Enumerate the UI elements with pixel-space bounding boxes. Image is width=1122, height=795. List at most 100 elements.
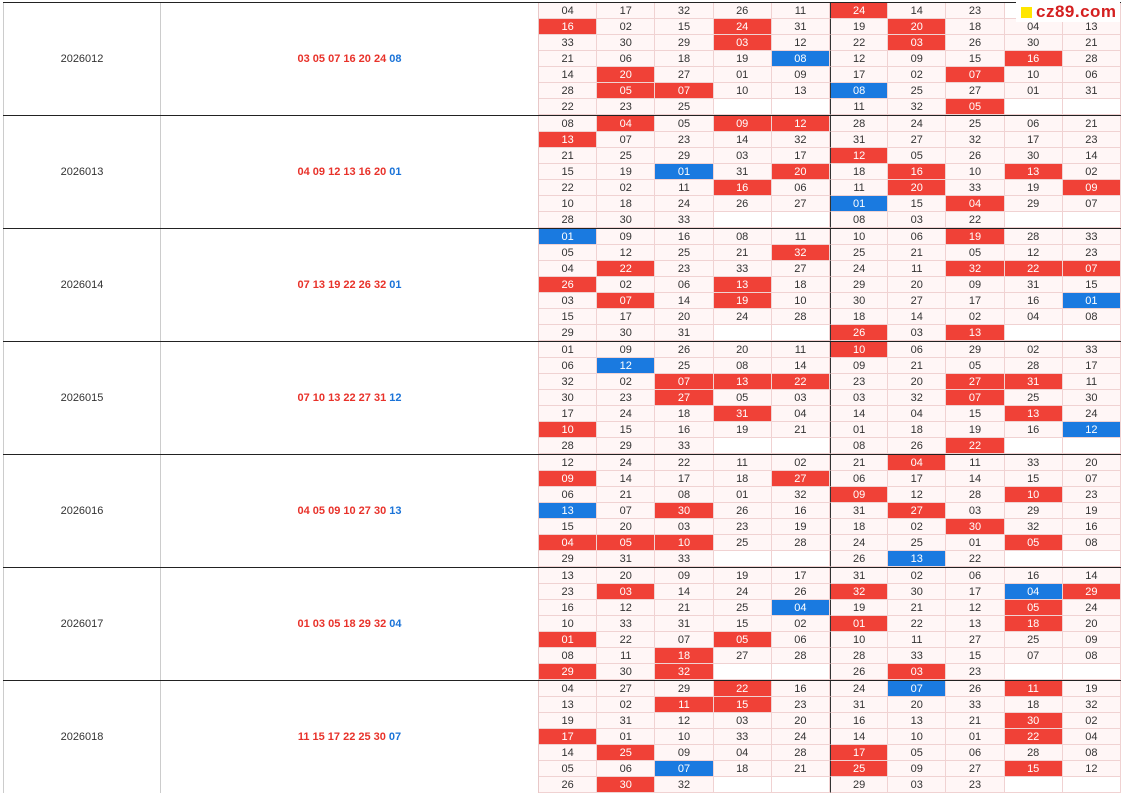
grid-cell: 04 bbox=[713, 745, 772, 761]
grid-cell: 03 bbox=[888, 325, 947, 341]
grid-cell: 08 bbox=[1062, 745, 1121, 761]
blue-ball: 07 bbox=[388, 731, 402, 743]
grid-cell: 04 bbox=[1004, 309, 1063, 325]
grid-cell: 33 bbox=[539, 35, 598, 51]
grid-cell: 18 bbox=[830, 164, 889, 180]
grid-cell: 24 bbox=[655, 196, 714, 212]
grid-cell: 25 bbox=[888, 83, 947, 99]
grid-cell: 03 bbox=[771, 390, 830, 406]
grid-cell: 25 bbox=[713, 535, 772, 551]
grid-cell: 25 bbox=[713, 600, 772, 616]
grid-cell: 10 bbox=[888, 729, 947, 745]
grid-cell: 06 bbox=[1004, 116, 1063, 132]
grid-cell: 28 bbox=[1004, 745, 1063, 761]
grid-cell: 09 bbox=[1062, 632, 1121, 648]
draw-numbers: 04 05 09 10 27 30 13 bbox=[161, 455, 539, 567]
grid-cell: 02 bbox=[1062, 713, 1121, 729]
grid-cell bbox=[1062, 325, 1121, 341]
grid-cell: 20 bbox=[597, 519, 656, 535]
grid-cell: 26 bbox=[946, 681, 1005, 697]
grid-cell: 19 bbox=[1062, 681, 1121, 697]
grid-cell: 01 bbox=[597, 729, 656, 745]
grid-cell: 19 bbox=[946, 422, 1005, 438]
grid-cell: 25 bbox=[655, 358, 714, 374]
grid-cell: 12 bbox=[655, 713, 714, 729]
grid-cell: 25 bbox=[1004, 390, 1063, 406]
grid-cell bbox=[1004, 212, 1063, 228]
yellow-square-icon bbox=[1021, 6, 1032, 18]
draw-numbers: 03 05 07 16 20 24 08 bbox=[161, 3, 539, 115]
grid-cell: 25 bbox=[888, 535, 947, 551]
red-balls: 04 09 12 13 16 20 bbox=[297, 166, 387, 178]
grid-cell: 12 bbox=[771, 35, 830, 51]
grid-cell: 25 bbox=[655, 99, 714, 115]
grid-cell: 14 bbox=[655, 293, 714, 309]
grid-cell: 17 bbox=[539, 406, 598, 422]
grid-cell: 22 bbox=[946, 212, 1005, 228]
grid-cell bbox=[1062, 438, 1121, 454]
grid-cell: 24 bbox=[830, 535, 889, 551]
grid-cell: 18 bbox=[830, 519, 889, 535]
grid-cell: 15 bbox=[1004, 471, 1063, 487]
grid-cell: 26 bbox=[771, 584, 830, 600]
grid-cell bbox=[713, 551, 772, 567]
grid-cell: 13 bbox=[771, 83, 830, 99]
grid-cell: 30 bbox=[1062, 390, 1121, 406]
grid-cell: 10 bbox=[713, 83, 772, 99]
grid-cell: 05 bbox=[539, 245, 598, 261]
grid-cell: 02 bbox=[771, 616, 830, 632]
grid-cell: 24 bbox=[1062, 406, 1121, 422]
grid-cell: 29 bbox=[830, 277, 889, 293]
grid-cell: 23 bbox=[1062, 245, 1121, 261]
grid-cell: 28 bbox=[946, 487, 1005, 503]
issue-number: 2026018 bbox=[3, 681, 161, 793]
grid-cell: 24 bbox=[830, 261, 889, 277]
grid-cell: 26 bbox=[946, 148, 1005, 164]
grid-cell bbox=[771, 664, 830, 680]
grid-cell: 01 bbox=[1062, 293, 1121, 309]
grid-cell: 10 bbox=[539, 196, 598, 212]
issue-number: 2026014 bbox=[3, 229, 161, 341]
grid-cell: 27 bbox=[655, 67, 714, 83]
grid-cell: 09 bbox=[830, 358, 889, 374]
grid-cell: 09 bbox=[888, 51, 947, 67]
grid-cell: 33 bbox=[655, 551, 714, 567]
period-row: 2026016 04 05 09 10 27 30 13 12 24 22 11 02 21 04… bbox=[3, 454, 1121, 567]
grid-cell: 30 bbox=[1004, 148, 1063, 164]
grid-cell: 21 bbox=[771, 761, 830, 777]
grid-cell: 26 bbox=[830, 325, 889, 341]
grid-cell: 06 bbox=[655, 277, 714, 293]
grid-cell: 12 bbox=[1062, 761, 1121, 777]
grid-cell: 17 bbox=[946, 293, 1005, 309]
watermark-text: cz89.com bbox=[1036, 2, 1117, 21]
grid-cell: 08 bbox=[830, 438, 889, 454]
grid-cell: 19 bbox=[830, 600, 889, 616]
blue-ball: 01 bbox=[389, 279, 402, 291]
grid-cell: 05 bbox=[888, 148, 947, 164]
grid-cell: 32 bbox=[655, 664, 714, 680]
grid-cell: 22 bbox=[1004, 729, 1063, 745]
grid-cell: 23 bbox=[830, 374, 889, 390]
grid-cell: 10 bbox=[539, 422, 598, 438]
grid-cell: 25 bbox=[830, 245, 889, 261]
grid-cell: 23 bbox=[946, 777, 1005, 793]
grid-cell: 06 bbox=[830, 471, 889, 487]
period-row: 2026012 03 05 07 16 20 24 08 04 17 32 26 11 24 14… bbox=[3, 2, 1121, 115]
grid-cell: 03 bbox=[713, 148, 772, 164]
grid-cell: 25 bbox=[830, 761, 889, 777]
grid-cell: 04 bbox=[1004, 584, 1063, 600]
grid-cell: 10 bbox=[771, 293, 830, 309]
grid-cell: 29 bbox=[655, 35, 714, 51]
number-grid: 12 24 22 11 02 21 04 11 33 20 09 14 17 18 27 06 17 14 15 07… bbox=[539, 455, 1121, 567]
grid-cell: 13 bbox=[888, 551, 947, 567]
grid-cell: 13 bbox=[1004, 164, 1063, 180]
grid-cell: 04 bbox=[539, 535, 598, 551]
grid-cell: 09 bbox=[539, 471, 598, 487]
grid-cell: 24 bbox=[713, 584, 772, 600]
grid-cell: 17 bbox=[771, 568, 830, 584]
grid-cell: 06 bbox=[888, 229, 947, 245]
grid-cell bbox=[1062, 551, 1121, 567]
grid-cell: 23 bbox=[597, 99, 656, 115]
grid-cell: 11 bbox=[946, 455, 1005, 471]
grid-cell bbox=[1004, 325, 1063, 341]
